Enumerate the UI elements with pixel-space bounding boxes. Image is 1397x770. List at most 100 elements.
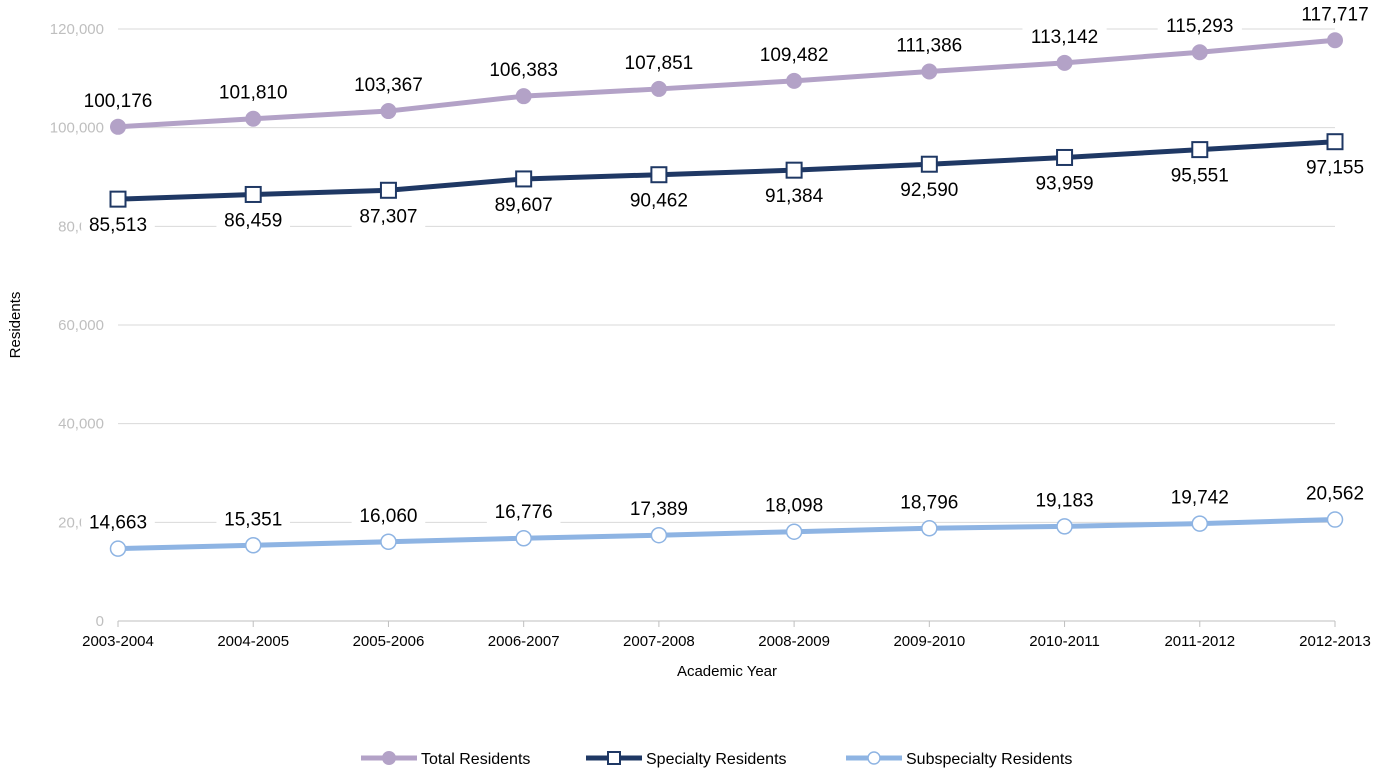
data-label-bg: [887, 31, 972, 58]
x-tick-label: 2011-2012: [1164, 633, 1235, 650]
data-point: [650, 80, 667, 97]
data-label: 19,183: [1035, 490, 1093, 511]
data-label-bg: [1298, 479, 1372, 506]
data-point: [786, 72, 803, 89]
data-point: [379, 181, 397, 199]
data-label-bg: [481, 56, 566, 83]
data-label-bg: [1292, 0, 1378, 27]
data-point: [380, 533, 397, 551]
legend: Total Residents Specialty Residents Subspe…: [361, 751, 1072, 768]
series-line: [115, 517, 1338, 552]
series-total-residents: [110, 32, 1343, 135]
x-tick-label: 2004-2005: [217, 633, 289, 650]
y-tick-label: 40,000: [58, 416, 104, 433]
data-point: [921, 63, 938, 80]
data-label-bg: [1157, 12, 1242, 39]
x-tick-label: 2006-2007: [488, 633, 560, 650]
data-label: 107,851: [625, 53, 694, 74]
data-point: [1326, 511, 1344, 528]
data-label: 19,742: [1171, 488, 1229, 509]
legend-marker: [382, 751, 396, 765]
data-point: [380, 103, 397, 120]
data-label: 86,459: [224, 210, 282, 231]
data-point: [650, 166, 668, 184]
data-point: [1191, 515, 1209, 532]
data-point: [785, 523, 803, 540]
legend-item-total-residents: Total Residents: [361, 751, 530, 768]
x-tick-label: 2005-2006: [353, 633, 425, 650]
data-point: [1327, 32, 1343, 49]
data-label-bg: [216, 206, 291, 233]
y-tick-label: 60,000: [58, 317, 104, 334]
y-tick-label: 0: [96, 613, 104, 630]
data-label-bg: [1027, 486, 1102, 513]
data-label: 15,351: [224, 509, 282, 530]
series-line: [115, 37, 1338, 130]
legend-marker: [867, 751, 881, 765]
data-label: 101,810: [219, 83, 288, 104]
data-point: [110, 118, 126, 135]
data-label: 18,098: [765, 496, 823, 517]
data-point: [921, 520, 938, 537]
data-label-bg: [486, 190, 561, 217]
data-point: [920, 155, 938, 173]
data-point: [109, 540, 127, 557]
data-point: [109, 190, 127, 208]
x-axis-title: Academic Year: [677, 663, 777, 680]
data-label: 97,155: [1306, 158, 1364, 179]
data-label-bg: [616, 48, 701, 75]
data-point: [245, 110, 262, 127]
data-label-bg: [1162, 483, 1237, 510]
data-label: 90,462: [630, 191, 688, 212]
data-label-bg: [757, 182, 831, 209]
data-label-bg: [211, 78, 296, 105]
data-point: [785, 161, 803, 179]
series-layer: [109, 32, 1344, 557]
data-label: 93,959: [1035, 173, 1093, 194]
data-label-bg: [757, 491, 831, 518]
data-label-bg: [1027, 169, 1102, 196]
data-label: 106,383: [489, 60, 558, 81]
y-tick-label: 100,000: [50, 120, 104, 137]
data-label-bg: [1022, 22, 1107, 49]
data-point: [515, 170, 533, 188]
data-label: 117,717: [1301, 4, 1368, 25]
data-label: 113,142: [1031, 27, 1098, 48]
x-tick-label: 2008-2009: [758, 633, 830, 650]
data-point: [515, 88, 532, 105]
data-label: 85,513: [89, 215, 147, 236]
legend-label: Specialty Residents: [646, 751, 787, 768]
data-label: 91,384: [765, 186, 824, 207]
data-label-bg: [1162, 161, 1237, 188]
data-label: 16,776: [495, 502, 553, 523]
data-label-bg: [351, 501, 426, 528]
data-label: 18,796: [900, 492, 958, 513]
data-label: 111,386: [896, 35, 962, 56]
data-point: [244, 537, 262, 554]
data-label-bg: [351, 202, 426, 229]
data-label: 87,307: [359, 206, 417, 227]
data-label: 89,607: [495, 195, 553, 216]
data-label-bg: [81, 211, 155, 238]
data-label: 115,293: [1166, 16, 1233, 37]
x-tick-label: 2009-2010: [893, 633, 965, 650]
y-axis-title: Residents: [7, 292, 24, 359]
data-label: 95,551: [1171, 166, 1229, 187]
data-label-bg: [892, 488, 967, 515]
data-label: 20,562: [1306, 484, 1364, 505]
data-label-bg: [622, 186, 696, 213]
legend-marker: [607, 751, 621, 765]
data-label-bg: [75, 86, 161, 113]
legend-label: Total Residents: [421, 751, 530, 768]
x-tick-label: 2012-2013: [1299, 633, 1371, 650]
data-label-bg: [892, 176, 967, 203]
series-line: [115, 139, 1338, 202]
x-tick-label: 2010-2011: [1029, 633, 1100, 650]
data-label: 109,482: [760, 45, 829, 66]
data-point: [1056, 518, 1073, 535]
legend-item-subspecialty-residents: Subspecialty Residents: [846, 751, 1072, 768]
legend-item-specialty-residents: Specialty Residents: [586, 751, 787, 768]
data-label-bg: [752, 40, 837, 67]
x-tick-label: 2003-2004: [82, 633, 154, 650]
